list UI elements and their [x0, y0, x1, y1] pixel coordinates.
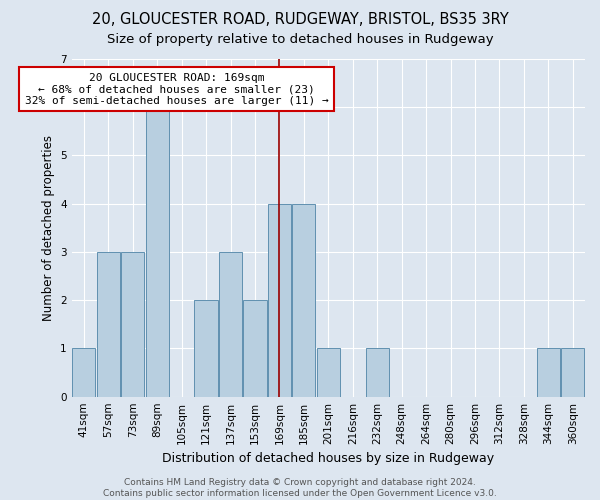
Bar [365, 348, 389, 397]
Text: Size of property relative to detached houses in Rudgeway: Size of property relative to detached ho… [107, 32, 493, 46]
Text: Contains HM Land Registry data © Crown copyright and database right 2024.
Contai: Contains HM Land Registry data © Crown c… [103, 478, 497, 498]
Bar [97, 252, 120, 396]
Bar [219, 252, 242, 396]
Bar [317, 348, 340, 397]
Bar [292, 204, 316, 396]
Bar [537, 348, 560, 397]
Y-axis label: Number of detached properties: Number of detached properties [41, 135, 55, 321]
Text: 20 GLOUCESTER ROAD: 169sqm
← 68% of detached houses are smaller (23)
32% of semi: 20 GLOUCESTER ROAD: 169sqm ← 68% of deta… [25, 72, 329, 106]
Bar [244, 300, 266, 396]
Bar [121, 252, 145, 396]
Bar [561, 348, 584, 397]
Bar [194, 300, 218, 396]
Bar [72, 348, 95, 397]
Bar [146, 107, 169, 397]
Text: 20, GLOUCESTER ROAD, RUDGEWAY, BRISTOL, BS35 3RY: 20, GLOUCESTER ROAD, RUDGEWAY, BRISTOL, … [92, 12, 508, 28]
Bar [268, 204, 291, 396]
X-axis label: Distribution of detached houses by size in Rudgeway: Distribution of detached houses by size … [162, 452, 494, 465]
